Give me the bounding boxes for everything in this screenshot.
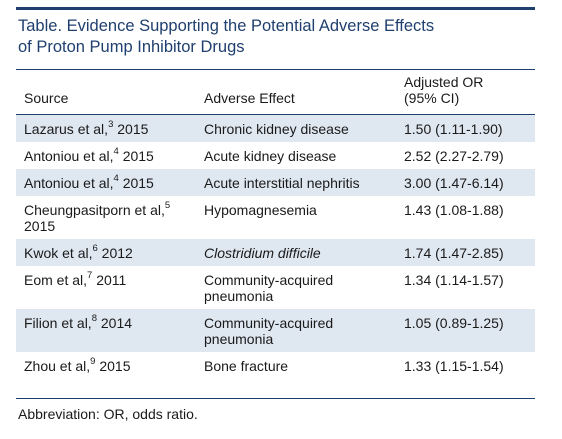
adjusted-or-cell: 1.34 (1.14-1.57)	[404, 272, 504, 288]
top-rule	[16, 7, 535, 10]
source-cell: Zhou et al,9 2015	[16, 352, 196, 379]
adjusted-or-cell: 3.00 (1.47-6.14)	[396, 169, 535, 196]
source-author: Kwok et al,	[24, 245, 93, 261]
source-year: 2015	[122, 148, 154, 164]
header-or-line-2: (95% CI)	[404, 90, 460, 106]
source-cell: Cheungpasitporn et al,5 2015	[16, 196, 196, 239]
header-top-rule	[16, 69, 535, 70]
reference-number: 9	[90, 356, 96, 368]
source-year: 2011	[96, 272, 127, 288]
source-year: 2015	[24, 218, 56, 234]
source-author: Antoniou et al,	[24, 175, 114, 191]
adverse-effect-cell: Acute interstitial nephritis	[196, 169, 396, 196]
adjusted-or-cell: 1.50 (1.11-1.90)	[396, 114, 535, 142]
reference-number: 6	[92, 243, 98, 255]
source-year: 2015	[122, 175, 154, 191]
reference-number: 3	[108, 119, 114, 131]
evidence-table: Source Adverse Effect Adjusted OR (95% CI…	[16, 70, 535, 379]
adverse-effect-line-1: Community-acquired	[204, 272, 334, 288]
adverse-effect-cell: Chronic kidney disease	[196, 114, 396, 142]
adjusted-or-cell: 1.33 (1.15-1.54)	[404, 358, 504, 374]
bottom-rule	[16, 398, 535, 399]
evidence-table-figure: Table. Evidence Supporting the Potential…	[16, 7, 535, 430]
source-author: Filion et al,	[24, 315, 92, 331]
adverse-effect-line-2: pneumonia	[204, 288, 274, 304]
table-row: Eom et al,7 2011 Community-acquired pneum…	[16, 266, 535, 309]
reference-number: 5	[164, 200, 171, 212]
table-row: Cheungpasitporn et al,5 2015 Hypomagnesem…	[16, 196, 535, 239]
adverse-effect-line-1: Community-acquired	[204, 315, 334, 331]
adverse-effect-cell: Bone fracture	[204, 358, 289, 374]
source-cell: Kwok et al,6 2012	[16, 239, 196, 266]
table-row: Antoniou et al,4 2015 Acute interstitial…	[16, 169, 535, 196]
source-author: Zhou et al,	[24, 358, 91, 374]
table-row: Antoniou et al,4 2015 Acute kidney disea…	[16, 142, 535, 169]
header-source: Source	[16, 70, 196, 115]
adverse-effect-cell: Community-acquired pneumonia	[196, 309, 396, 352]
reference-number: 4	[113, 146, 119, 158]
adverse-effect-line-2: pneumonia	[204, 331, 274, 347]
table-row: Zhou et al,9 2015 Bone fracture 1.33 (1.…	[16, 352, 535, 379]
source-year: 2014	[100, 315, 133, 331]
table-header-row: Source Adverse Effect Adjusted OR (95% CI…	[16, 70, 535, 115]
adverse-effect-cell: Acute kidney disease	[204, 148, 337, 164]
source-year: 2012	[101, 245, 133, 261]
adverse-effect-cell: Community-acquired pneumonia	[196, 266, 396, 309]
source-author: Cheungpasitporn et al,	[24, 202, 165, 218]
source-cell: Eom et al,7 2011	[16, 266, 196, 309]
source-cell: Antoniou et al,4 2015	[16, 142, 196, 169]
reference-number: 4	[113, 173, 119, 185]
source-year: 2015	[117, 121, 149, 137]
reference-number: 7	[87, 270, 93, 282]
source-author: Lazarus et al,	[24, 121, 109, 137]
header-or-line-1: Adjusted OR	[404, 74, 484, 90]
source-cell: Lazarus et al,3 2015	[16, 114, 196, 142]
source-cell: Filion et al,8 2014	[16, 309, 196, 352]
adjusted-or-cell: 2.52 (2.27-2.79)	[404, 148, 504, 164]
adjusted-or-cell: 1.05 (0.89-1.25)	[396, 309, 535, 352]
table-footnote: Abbreviation: OR, odds ratio.	[18, 406, 198, 422]
source-year: 2015	[99, 358, 131, 374]
source-cell: Antoniou et al,4 2015	[16, 169, 196, 196]
header-adverse-effect: Adverse Effect	[196, 70, 396, 115]
adjusted-or-cell: 1.43 (1.08-1.88)	[404, 202, 504, 218]
table-title-line-1: Table. Evidence Supporting the Potential…	[18, 17, 435, 35]
table-row: Kwok et al,6 2012 Clostridium difficile …	[16, 239, 535, 266]
table-title-line-2: of Proton Pump Inhibitor Drugs	[18, 38, 245, 56]
adverse-effect-cell: Hypomagnesemia	[204, 202, 317, 218]
table-row: Lazarus et al,3 2015 Chronic kidney dise…	[16, 114, 535, 142]
source-author: Antoniou et al,	[24, 148, 114, 164]
adjusted-or-cell: 1.74 (1.47-2.85)	[396, 239, 535, 266]
table-row: Filion et al,8 2014 Community-acquired pn…	[16, 309, 535, 352]
adverse-effect-cell: Clostridium difficile	[196, 239, 396, 266]
reference-number: 8	[91, 313, 97, 325]
table-title: Table. Evidence Supporting the Potential…	[18, 16, 528, 58]
source-author: Eom et al,	[24, 272, 88, 288]
header-adjusted-or: Adjusted OR (95% CI)	[396, 70, 535, 115]
